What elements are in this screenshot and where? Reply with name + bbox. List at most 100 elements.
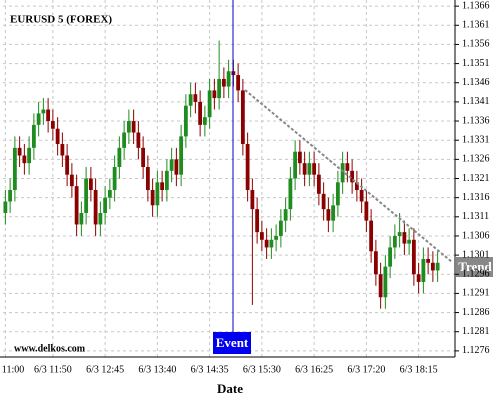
candle-body: [93, 189, 98, 225]
y-tick-label: 1.1286: [462, 307, 490, 318]
candle-body: [112, 167, 117, 190]
candle-body: [22, 155, 27, 164]
y-tick-label: 1.1366: [462, 0, 490, 11]
candle-body: [259, 232, 264, 240]
x-tick-label: 6/3 11:00: [0, 364, 24, 375]
candle-body: [297, 151, 302, 164]
candle-body: [122, 132, 127, 148]
y-tick-label: 1.1336: [462, 115, 490, 126]
candle-body: [392, 235, 397, 248]
candle-body: [264, 239, 269, 248]
candle-body: [136, 132, 141, 148]
candle-body: [55, 128, 60, 145]
candle-body: [236, 75, 241, 91]
candle-body: [350, 170, 355, 183]
candle-body: [293, 151, 298, 179]
x-tick-label: 6/3 11:50: [34, 364, 72, 375]
candle-body: [212, 90, 217, 99]
candle-body: [369, 220, 374, 252]
candle-body: [50, 121, 55, 129]
x-axis-label: Date: [217, 381, 243, 396]
candle-body: [269, 239, 274, 248]
candle-body: [198, 101, 203, 125]
y-tick-label: 1.1316: [462, 192, 490, 203]
y-tick-label: 1.1301: [462, 249, 490, 260]
y-tick-label: 1.1291: [462, 288, 490, 299]
trend-box: [456, 257, 493, 277]
candle-body: [98, 212, 103, 225]
x-tick-label: 6/3 12:45: [86, 364, 124, 375]
y-tick-label: 1.1311: [462, 211, 489, 222]
y-tick-label: 1.1351: [462, 58, 490, 69]
y-tick-label: 1.1356: [462, 39, 490, 50]
candle-body: [150, 189, 155, 206]
candle-body: [164, 170, 169, 190]
candle-body: [3, 201, 8, 213]
y-tick-label: 1.1296: [462, 269, 490, 280]
x-tick-label: 6/3 18:15: [400, 364, 438, 375]
candle-body: [388, 247, 393, 267]
x-tick-label: 6/3 17:20: [347, 364, 385, 375]
candle-body: [345, 163, 350, 171]
candle-body: [126, 121, 131, 133]
y-tick-label: 1.1281: [462, 326, 490, 337]
candle-body: [226, 71, 231, 87]
candle-body: [46, 109, 51, 122]
candle-body: [169, 159, 174, 171]
candle-body: [245, 144, 250, 190]
candle-body: [12, 147, 17, 190]
candle-body: [88, 178, 93, 190]
candle-body: [302, 163, 307, 175]
candle-body: [373, 251, 378, 275]
candle-body: [288, 178, 293, 210]
candle-body: [103, 197, 108, 213]
candle-body: [155, 182, 160, 206]
event-box: [213, 332, 251, 354]
candle-body: [278, 220, 283, 236]
x-tick-label: 6/3 15:30: [243, 364, 281, 375]
candle-body: [335, 182, 340, 206]
candle-body: [174, 159, 179, 175]
y-tick-label: 1.1326: [462, 154, 490, 165]
candle-body: [307, 163, 312, 175]
y-tick-label: 1.1361: [462, 20, 490, 31]
candle-body: [411, 239, 416, 275]
candle-body: [407, 239, 412, 244]
candle-body: [274, 235, 279, 240]
candle-body: [359, 189, 364, 202]
candle-body: [188, 94, 193, 106]
candle-body: [207, 90, 212, 118]
candle-body: [193, 94, 198, 102]
y-tick-label: 1.1321: [462, 173, 490, 184]
trend-label: Trend: [458, 259, 492, 274]
candle-body: [31, 124, 36, 148]
candle-body: [250, 189, 255, 210]
candle-body: [383, 266, 388, 298]
x-tick-label: 6/3 16:25: [295, 364, 333, 375]
y-tick-label: 1.1331: [462, 134, 490, 145]
watermark: www.delkos.com: [14, 343, 86, 354]
x-tick-label: 6/3 13:40: [138, 364, 176, 375]
candle-body: [17, 147, 22, 156]
candle-body: [202, 117, 207, 125]
candle-body: [283, 209, 288, 221]
candle-body: [426, 258, 431, 263]
y-tick-label: 1.1341: [462, 96, 490, 107]
candle-body: [321, 193, 326, 210]
y-tick-label: 1.1346: [462, 77, 490, 88]
candle-body: [107, 189, 112, 198]
candle-body: [326, 209, 331, 221]
chart-title: EURUSD 5 (FOREX): [10, 14, 112, 26]
candle-body: [397, 232, 402, 236]
candle-body: [364, 201, 369, 221]
candle-body: [240, 90, 245, 145]
candle-body: [378, 274, 383, 298]
candle-body: [421, 258, 426, 282]
candle-body: [117, 147, 122, 168]
candle-body: [131, 121, 136, 133]
candle-body: [354, 182, 359, 190]
candle-body: [217, 78, 222, 99]
candle-body: [316, 174, 321, 194]
event-label: Event: [216, 335, 249, 350]
